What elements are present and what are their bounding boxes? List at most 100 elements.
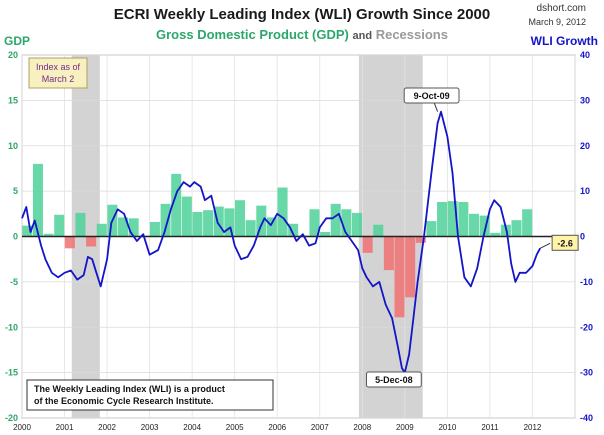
x-tick-label: 2005 <box>226 423 244 432</box>
index-note-line: Index as of <box>36 62 81 72</box>
gdp-bar <box>277 187 288 237</box>
right-tick-label: 40 <box>580 50 590 60</box>
latest-value-box <box>551 234 579 251</box>
left-tick-label: 15 <box>8 95 18 105</box>
gdp-bar <box>309 209 320 237</box>
gdp-bar <box>511 220 522 237</box>
gdp-bar <box>160 203 171 237</box>
left-tick-label: -5 <box>10 277 18 287</box>
gdp-bar <box>351 212 363 237</box>
gdp-bar <box>415 236 426 243</box>
left-tick-label: -10 <box>5 322 18 332</box>
left-tick-label: 5 <box>13 186 18 196</box>
index-note-line: March 2 <box>42 74 75 84</box>
wli-line <box>21 110 541 374</box>
left-tick-label: 0 <box>13 232 18 242</box>
x-tick-label: 2004 <box>183 423 201 432</box>
x-tick-label: 2012 <box>524 423 542 432</box>
gdp-bar <box>490 232 501 237</box>
x-tick-label: 2000 <box>13 423 31 432</box>
gdp-bar <box>234 200 246 237</box>
credit-line: of the Economic Cycle Research Institute… <box>34 396 214 406</box>
right-axis-title: WLI Growth <box>530 34 598 48</box>
right-tick-label: -10 <box>580 277 593 287</box>
gdp-bar <box>22 225 33 237</box>
subtitle-recessions: Recessions <box>375 27 448 42</box>
gdp-bar <box>181 196 192 237</box>
gdp-bar <box>213 206 224 237</box>
gdp-bar <box>522 209 533 237</box>
gdp-bar <box>245 220 256 237</box>
gdp-bar <box>330 203 341 237</box>
left-axis-title: GDP <box>4 34 31 48</box>
gdp-bar <box>394 236 405 318</box>
gdp-bar <box>149 221 160 237</box>
gdp-bar <box>437 202 448 237</box>
gdp-bar <box>341 209 352 237</box>
x-tick-label: 2006 <box>268 423 286 432</box>
gdp-bar <box>383 236 394 271</box>
right-tick-label: -20 <box>580 322 593 332</box>
gdp-bar <box>224 208 235 237</box>
gdp-bar <box>320 231 331 237</box>
right-tick-label: 20 <box>580 141 590 151</box>
right-tick-label: 30 <box>580 95 590 105</box>
gdp-bar <box>171 173 182 237</box>
gdp-bar <box>373 224 384 237</box>
gdp-bar <box>479 215 490 237</box>
left-tick-label: -20 <box>5 413 18 423</box>
gdp-bar <box>54 214 65 237</box>
x-tick-label: 2001 <box>56 423 74 432</box>
gdp-bar <box>203 210 214 237</box>
chart-subtitle: Gross Domestic Product (GDP) and Recessi… <box>0 27 604 42</box>
gdp-bar <box>458 202 469 237</box>
gdp-bar <box>43 233 54 237</box>
gdp-bar <box>75 212 86 237</box>
left-tick-label: 20 <box>8 50 18 60</box>
right-tick-label: 10 <box>580 186 590 196</box>
gdp-bar <box>86 236 97 247</box>
trough-annotation-text: 5-Dec-08 <box>375 375 413 385</box>
gdp-bar <box>256 205 267 237</box>
credit-line: The Weekly Leading Index (WLI) is a prod… <box>34 384 225 394</box>
x-tick-label: 2007 <box>311 423 329 432</box>
x-tick-label: 2010 <box>438 423 456 432</box>
credit-box <box>26 379 274 411</box>
peak-annotation-text: 9-Oct-09 <box>414 91 450 101</box>
subtitle-gdp: Gross Domestic Product (GDP) <box>156 27 349 42</box>
latest-value-text: -2.6 <box>557 238 573 248</box>
x-tick-label: 2003 <box>141 423 159 432</box>
right-tick-label: 0 <box>580 232 585 242</box>
x-tick-label: 2002 <box>98 423 116 432</box>
source-label: dshort.com <box>536 3 586 14</box>
right-tick-label: -40 <box>580 413 593 423</box>
gdp-bar <box>192 211 203 237</box>
gdp-bar <box>447 201 458 237</box>
latest-value-leader <box>539 242 551 249</box>
date-label: March 9, 2012 <box>528 17 586 27</box>
gdp-bar <box>128 218 139 237</box>
gdp-bar <box>405 236 416 298</box>
gdp-bar <box>468 213 479 237</box>
left-tick-label: -15 <box>5 368 18 378</box>
gdp-bar <box>426 221 437 237</box>
gdp-bar <box>362 236 373 253</box>
x-tick-label: 2009 <box>396 423 414 432</box>
trough-annotation-box <box>365 371 422 388</box>
gdp-bar <box>266 217 277 237</box>
chart-title: ECRI Weekly Leading Index (WLI) Growth S… <box>113 6 491 23</box>
gdp-bar <box>118 217 129 237</box>
gdp-bar <box>288 223 299 237</box>
gdp-bar <box>96 223 107 237</box>
subtitle-and: and <box>352 30 373 42</box>
gdp-bar <box>32 163 43 237</box>
peak-annotation-box <box>403 87 460 104</box>
right-tick-label: -30 <box>580 368 593 378</box>
left-tick-label: 10 <box>8 141 18 151</box>
index-note-box <box>28 57 88 89</box>
x-tick-label: 2008 <box>353 423 371 432</box>
gdp-bar <box>64 236 75 249</box>
x-tick-label: 2011 <box>481 423 499 432</box>
